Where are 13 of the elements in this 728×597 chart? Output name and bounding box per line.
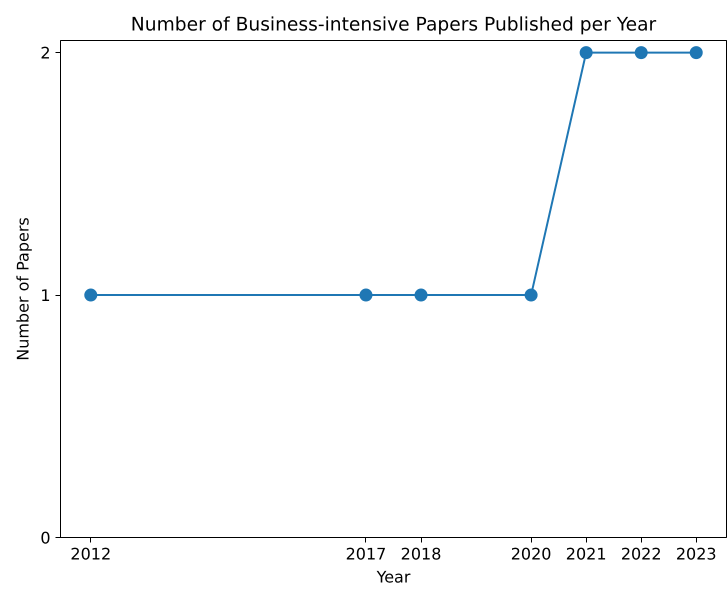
x-tick-label: 2018 — [400, 544, 442, 564]
chart-title: Number of Business-intensive Papers Published per Year — [130, 14, 657, 36]
x-tick-label: 2021 — [566, 544, 607, 564]
y-axis-title: Number of Papers — [13, 217, 32, 361]
x-tick-label: 2020 — [510, 544, 552, 564]
x-tick-label: 2023 — [676, 544, 717, 564]
x-tick-label: 2017 — [346, 544, 386, 564]
x-tick-label: 2012 — [70, 544, 112, 564]
y-tick-label: 0 — [40, 528, 51, 548]
x-axis-title: Year — [376, 568, 411, 586]
y-tick-label: 1 — [40, 286, 51, 306]
x-tick-label: 2022 — [620, 544, 662, 564]
y-tick-label: 2 — [40, 44, 51, 63]
